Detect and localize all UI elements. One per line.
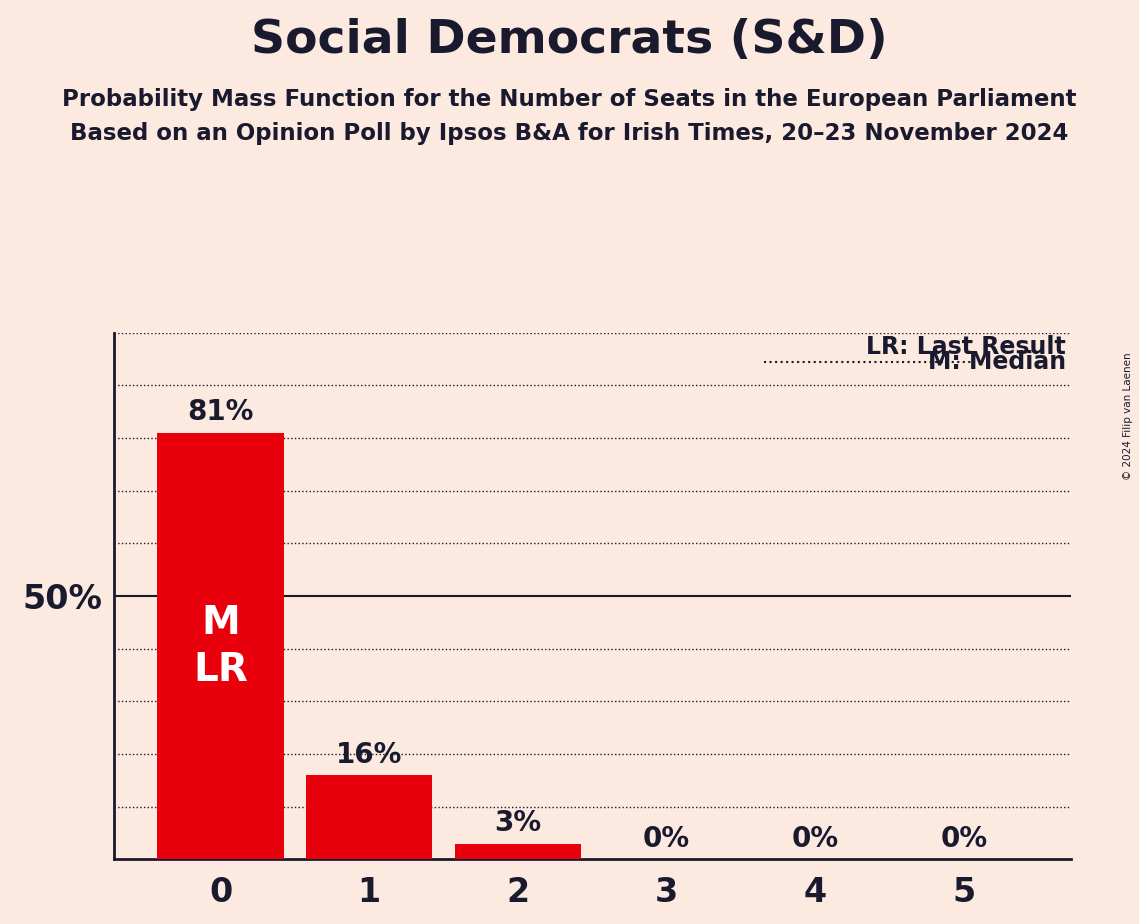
Text: Based on an Opinion Poll by Ipsos B&A for Irish Times, 20–23 November 2024: Based on an Opinion Poll by Ipsos B&A fo… [71, 122, 1068, 145]
Text: M
LR: M LR [194, 603, 248, 688]
Bar [454, 844, 581, 859]
Text: Social Democrats (S&D): Social Democrats (S&D) [252, 18, 887, 64]
Text: © 2024 Filip van Laenen: © 2024 Filip van Laenen [1123, 352, 1133, 480]
Text: 81%: 81% [188, 398, 254, 426]
Text: 0%: 0% [941, 825, 988, 853]
Text: 3%: 3% [494, 809, 541, 837]
Text: 16%: 16% [336, 741, 402, 769]
Text: 0%: 0% [644, 825, 690, 853]
Text: LR: Last Result: LR: Last Result [866, 335, 1066, 359]
Bar [306, 775, 433, 859]
Text: 0%: 0% [792, 825, 838, 853]
Text: Probability Mass Function for the Number of Seats in the European Parliament: Probability Mass Function for the Number… [63, 88, 1076, 111]
Bar [157, 432, 284, 859]
Text: M: Median: M: Median [928, 349, 1066, 373]
